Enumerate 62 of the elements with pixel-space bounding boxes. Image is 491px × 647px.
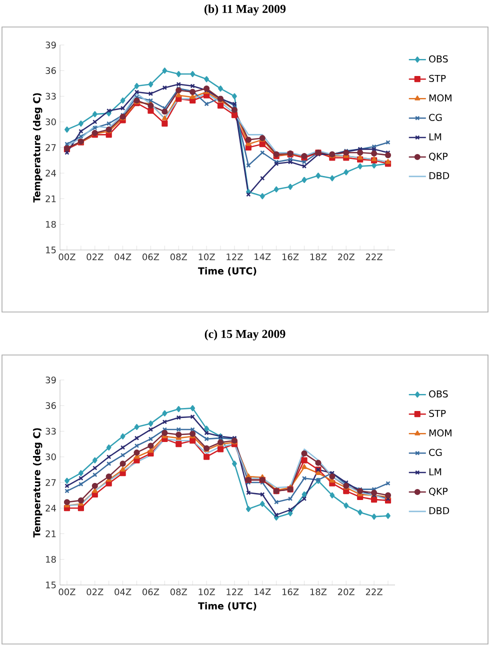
y-tick-label: 18: [46, 556, 56, 563]
x-tick-label: 00Z: [58, 588, 76, 596]
legend-label: CG: [429, 114, 442, 122]
y-tick-label: 24: [46, 504, 56, 512]
y-tick-label: 15: [46, 582, 56, 588]
y-tick-label: 36: [46, 402, 56, 410]
legend-label: MOM: [429, 94, 452, 102]
y-tick-label: 30: [46, 118, 56, 126]
legend-label: LM: [429, 468, 442, 476]
legend-label: QKP: [429, 488, 448, 496]
x-tick-label: 18Z: [310, 254, 327, 260]
chart-title: (c) 15 May 2009: [204, 330, 286, 340]
x-tick-label: 22Z: [366, 588, 382, 596]
y-tick-label: 27: [46, 144, 56, 151]
legend-label: OBS: [429, 390, 448, 398]
x-axis-title: Time (UTC): [198, 602, 256, 611]
legend-label: CG: [429, 448, 442, 456]
x-tick-label: 20Z: [338, 588, 355, 596]
x-tick-label: 04Z: [114, 588, 132, 596]
legend-label: QKP: [429, 152, 448, 161]
x-tick-label: 10Z: [198, 254, 215, 260]
x-tick-label: 02Z: [86, 254, 104, 260]
legend-label: STP: [429, 74, 446, 82]
y-tick-label: 24: [46, 170, 56, 176]
legend-label: MOM: [429, 429, 452, 436]
x-tick-label: 14Z: [254, 588, 271, 596]
x-tick-label: 12Z: [226, 254, 243, 260]
y-tick-label: 33: [46, 92, 56, 100]
y-tick-label: 15: [46, 246, 56, 254]
y-tick-label: 33: [46, 428, 56, 435]
x-tick-label: 08Z: [170, 588, 188, 596]
x-tick-label: 02Z: [86, 588, 104, 596]
y-tick-label: 21: [46, 195, 56, 202]
y-tick-label: 30: [46, 453, 56, 460]
x-tick-label: 06Z: [142, 588, 160, 596]
x-tick-label: 08Z: [170, 254, 188, 260]
x-tick-label: 06Z: [142, 254, 160, 260]
x-tick-label: 22Z: [366, 254, 382, 260]
y-tick-label: 21: [46, 530, 56, 538]
legend-label: OBS: [429, 55, 448, 62]
x-axis-title: Time (UTC): [198, 267, 256, 276]
x-tick-label: 12Z: [226, 588, 243, 596]
x-tick-label: 20Z: [338, 254, 355, 260]
x-tick-label: 18Z: [310, 588, 327, 596]
chart-title: (b) 11 May 2009: [204, 4, 286, 16]
y-axis-title: Temperature (deg C): [33, 428, 42, 538]
y-axis-title: Temperature (deg C): [33, 93, 42, 203]
legend-label: DBD: [429, 507, 450, 514]
x-tick-label: 14Z: [254, 254, 271, 260]
x-tick-label: 00Z: [58, 254, 76, 260]
x-tick-label: 16Z: [282, 254, 299, 260]
y-tick-label: 39: [46, 376, 56, 384]
legend-label: DBD: [429, 172, 450, 180]
y-tick-label: 36: [46, 67, 56, 74]
y-tick-label: 39: [46, 42, 56, 48]
y-tick-label: 27: [46, 479, 56, 486]
legend-label: STP: [429, 410, 446, 417]
x-tick-label: 04Z: [114, 254, 132, 260]
x-tick-label: 16Z: [282, 588, 299, 596]
x-tick-label: 10Z: [198, 588, 215, 596]
y-tick-label: 18: [46, 220, 56, 228]
legend-label: LM: [429, 133, 442, 140]
